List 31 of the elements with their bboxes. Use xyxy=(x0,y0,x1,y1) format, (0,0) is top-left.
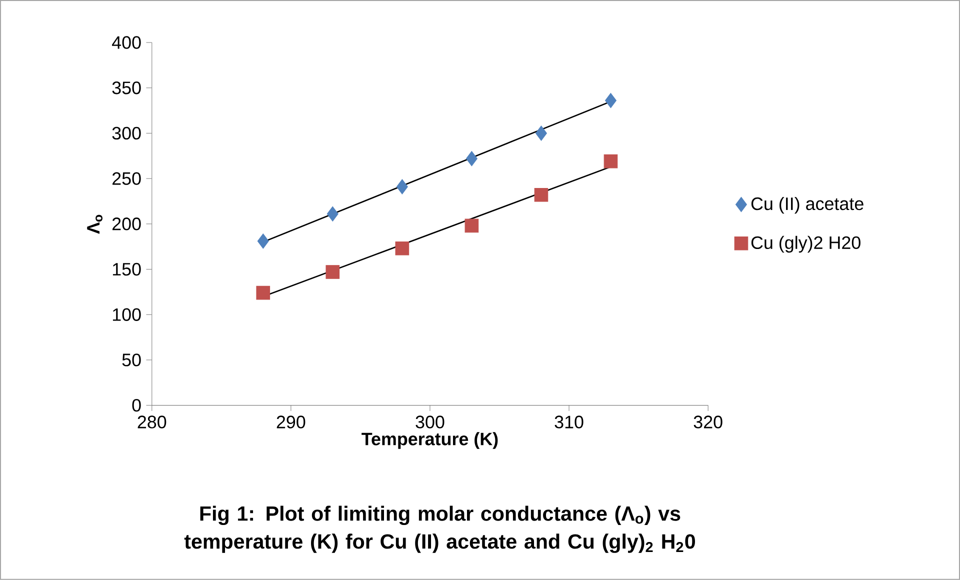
y-tick-label: 150 xyxy=(112,262,141,276)
point xyxy=(326,206,338,222)
y-tick-label: 50 xyxy=(122,354,141,366)
point xyxy=(326,265,340,279)
point xyxy=(395,242,410,256)
x-tick-label: 310 xyxy=(554,416,584,428)
y-tick-label: 350 xyxy=(112,82,141,94)
point xyxy=(464,218,479,233)
x-tick-label: 320 xyxy=(694,416,722,428)
point xyxy=(605,93,616,108)
y-tick-label: 200 xyxy=(112,218,141,230)
point xyxy=(535,126,547,141)
y-axis-title: Λ$_{o}$ xyxy=(87,214,102,234)
y-tick-label: 0 xyxy=(132,399,141,412)
legend-label: Cu (gly)2 H20 xyxy=(751,236,860,253)
x-tick-label: 290 xyxy=(276,416,306,428)
point xyxy=(256,286,270,300)
x-tick-label: 300 xyxy=(416,416,444,428)
point xyxy=(534,188,548,202)
y-tick-label: 300 xyxy=(112,126,141,140)
point xyxy=(604,154,618,168)
point xyxy=(257,234,269,249)
y-tick-label: 400 xyxy=(112,36,141,49)
point xyxy=(396,179,408,194)
x-tick-label: 280 xyxy=(138,416,166,428)
x-axis-title: Temperature (K) xyxy=(362,432,498,449)
caption: Fig 1: Plot of limiting molar conductance (Λ$_{o}$) vs temperature (K) for Cu (II) acetate and Cu (gly)$_{2}$ H$_{2}$0 xyxy=(184,506,695,553)
y-tick-label: 100 xyxy=(112,308,141,322)
point xyxy=(466,151,478,166)
legend-label: Cu (II) acetate xyxy=(751,197,864,214)
y-tick-label: 250 xyxy=(112,172,141,185)
